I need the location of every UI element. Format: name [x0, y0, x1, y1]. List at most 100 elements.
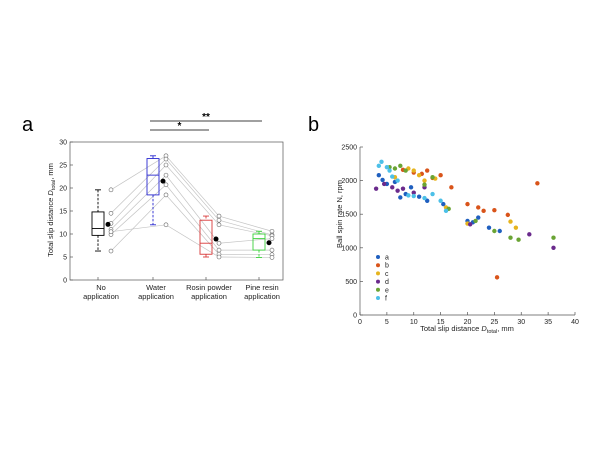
panel-a-axes: 051015202530NoapplicationWaterapplicatio… — [59, 140, 284, 301]
subject-point — [163, 222, 169, 228]
scatter-point-d — [381, 181, 387, 187]
box-iqr — [252, 233, 266, 251]
scatter-point-a — [408, 185, 414, 190]
panel-a-label: a — [22, 114, 34, 136]
scatter-point-d — [527, 232, 532, 237]
y-tick-label: 20 — [59, 186, 67, 193]
panel-a-significance: *** — [150, 112, 262, 132]
y-tick-label: 25 — [59, 163, 67, 170]
subject-point — [269, 236, 275, 241]
subject-point — [163, 156, 169, 162]
subject-point — [163, 182, 169, 188]
y-tick-label: 30 — [59, 140, 67, 147]
scatter-point-f — [379, 159, 384, 164]
scatter-point-a — [497, 228, 502, 234]
subject-point — [216, 222, 222, 228]
x-tick-label: 40 — [571, 319, 579, 326]
scatter-point-f — [384, 164, 390, 170]
significance-label: ** — [202, 112, 210, 123]
panel-b-ylabel: Ball spin rate N, rpm — [335, 180, 344, 248]
x-tick-label: 35 — [544, 319, 552, 326]
scatter-point-e — [392, 166, 398, 171]
scatter-point-e — [422, 182, 427, 187]
legend-marker-f — [376, 296, 380, 300]
x-tick-label: 20 — [464, 319, 472, 326]
x-tick-label: 30 — [517, 319, 525, 326]
plot-frame — [69, 141, 284, 281]
x-tick-label: 5 — [385, 319, 389, 326]
subject-line — [110, 174, 273, 244]
scatter-point-f — [422, 195, 427, 201]
subject-point — [163, 192, 169, 198]
scatter-point-f — [390, 174, 395, 179]
mean-point — [105, 221, 111, 227]
subject-point — [108, 187, 114, 193]
scatter-point-a — [476, 215, 481, 220]
mean-point — [213, 236, 219, 242]
legend-marker-a — [376, 255, 380, 259]
scatter-point-f — [438, 198, 443, 203]
x-tick-label: Rosin powder — [186, 283, 232, 292]
subject-point — [216, 247, 222, 253]
box-iqr — [91, 211, 105, 236]
x-tick-label: No — [96, 283, 106, 292]
scatter-point-d — [373, 186, 379, 191]
subject-line — [110, 194, 273, 256]
panel-b-axes: 0 500 1000 1500 2000 2500 0 5 10 15 20 25 30 35 40 — [341, 145, 579, 327]
subject-point — [216, 240, 222, 246]
scatter-point-e — [492, 228, 497, 234]
scatter-point-d — [390, 185, 395, 190]
panel-a-points — [105, 153, 275, 260]
scatter-point-d — [467, 222, 473, 227]
scatter-point-e — [516, 237, 521, 242]
subject-point — [163, 172, 169, 178]
legend-label-e: e — [385, 287, 389, 294]
x-tick-label: application — [138, 292, 174, 301]
x-tick-label: application — [83, 292, 119, 301]
scatter-point-d — [400, 186, 406, 191]
scatter-point-a — [486, 225, 492, 230]
scatter-point-f — [443, 208, 449, 214]
scatter-point-c — [416, 173, 422, 178]
subject-point — [216, 254, 222, 260]
scatter-point-f — [406, 193, 411, 198]
y-tick-label: 2500 — [341, 145, 357, 152]
scatter-point-b — [494, 275, 500, 280]
y-tick-label: 0 — [63, 278, 67, 285]
legend-label-a: a — [385, 255, 389, 262]
subject-point — [108, 211, 114, 216]
subject-point — [216, 217, 222, 223]
y-tick-label: 15 — [59, 209, 67, 216]
scatter-point-b — [424, 168, 430, 173]
scatter-point-e — [398, 163, 403, 169]
scatter-point-e — [430, 175, 435, 180]
scatter-point-f — [376, 163, 382, 169]
subject-line — [110, 184, 272, 251]
subject-line — [110, 155, 273, 232]
subject-point — [269, 247, 275, 253]
subject-line — [110, 164, 273, 237]
scatter-point-b — [449, 185, 454, 190]
scatter-point-e — [508, 235, 513, 240]
y-tick-label: 0 — [353, 313, 357, 320]
y-tick-label: 10 — [59, 232, 67, 239]
scatter-point-c — [422, 178, 427, 183]
y-tick-label: 1000 — [341, 245, 357, 252]
scatter-point-f — [411, 193, 416, 199]
y-tick-label: 1500 — [341, 212, 357, 219]
scatter-point-b — [481, 208, 486, 214]
panel-b-xlabel: Total slip distance Dtotal, mm — [420, 324, 514, 335]
significance-label: * — [178, 121, 182, 132]
x-tick-label: 15 — [437, 319, 445, 326]
x-tick-label: 10 — [410, 319, 418, 326]
legend-marker-e — [376, 287, 380, 292]
box-iqr — [146, 158, 160, 196]
scatter-point-c — [513, 225, 519, 230]
scatter-point-b — [505, 212, 511, 218]
scatter-point-e — [403, 168, 408, 173]
scatter-point-b — [492, 207, 497, 213]
subject-point — [108, 248, 114, 254]
scatter-point-d — [551, 245, 556, 250]
scatter-point-b — [535, 181, 540, 186]
